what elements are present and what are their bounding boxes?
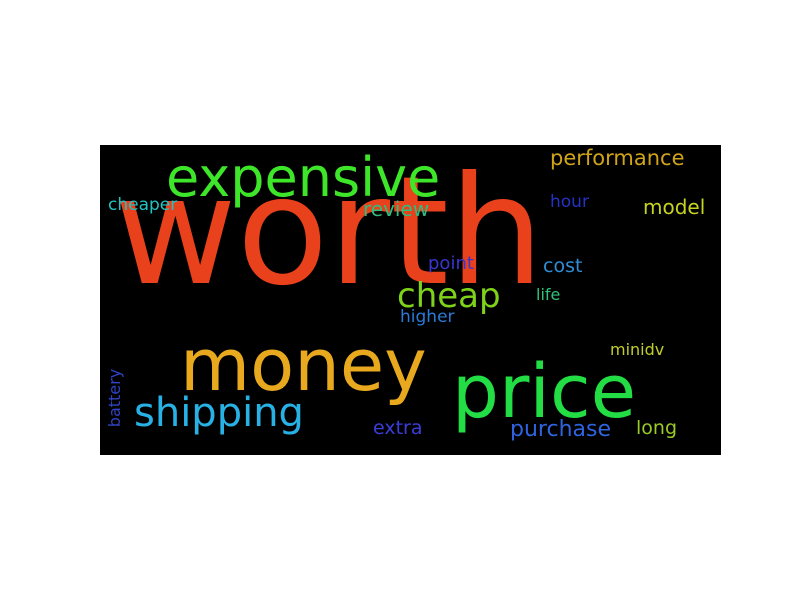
word-hour: hour (550, 192, 589, 212)
word-shipping: shipping (134, 390, 304, 436)
word-cheaper: cheaper (108, 195, 178, 215)
word-expensive: expensive (166, 146, 441, 209)
word-price: price (452, 349, 637, 435)
word-cost: cost (543, 255, 583, 277)
word-extra: extra (373, 417, 423, 439)
word-long: long (636, 417, 678, 439)
word-cloud: worth expensive money shipping price che… (100, 145, 721, 455)
word-battery: battery (105, 368, 125, 428)
word-money: money (180, 323, 427, 407)
word-performance: performance (550, 146, 685, 170)
word-life: life (536, 285, 561, 304)
word-minidv: minidv (610, 340, 665, 359)
word-worth: worth (114, 145, 545, 319)
word-purchase: purchase (510, 417, 611, 442)
word-higher: higher (400, 307, 455, 327)
word-cheap: cheap (397, 276, 501, 316)
word-model: model (643, 195, 706, 219)
word-review: review (363, 197, 430, 221)
word-point: point (428, 253, 474, 274)
